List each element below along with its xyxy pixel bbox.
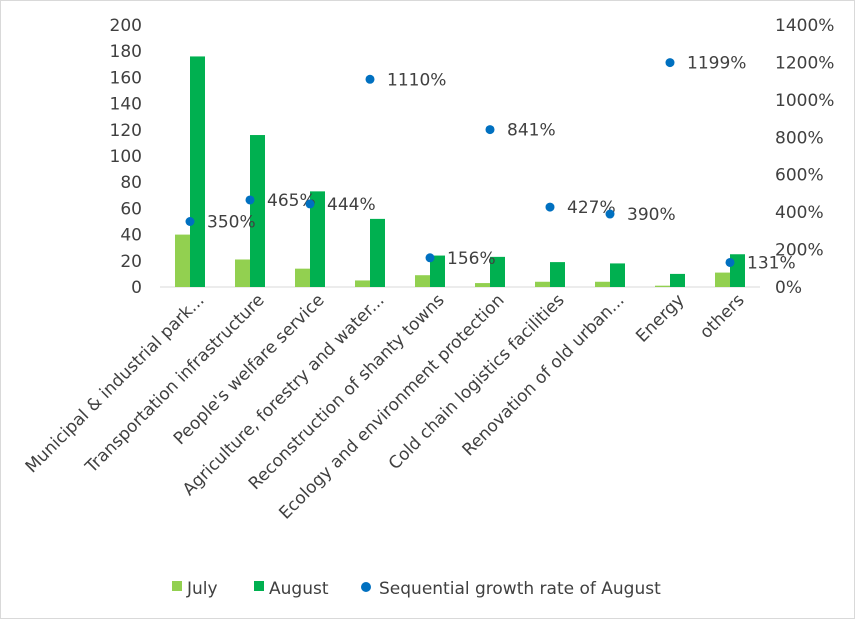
growth-data-label: 465% xyxy=(267,191,316,211)
growth-point xyxy=(185,217,195,226)
growth-point xyxy=(245,195,255,205)
growth-point xyxy=(365,74,375,84)
legend-label-july: July xyxy=(186,579,218,599)
bar-august xyxy=(430,255,445,287)
growth-point xyxy=(605,209,615,219)
left-tick-label: 20 xyxy=(120,252,142,272)
legend-marker-growth xyxy=(361,582,371,592)
category-label: others xyxy=(696,290,749,343)
left-tick-label: 0 xyxy=(131,278,142,298)
left-tick-label: 80 xyxy=(120,173,142,193)
bar-july xyxy=(655,285,670,287)
growth-data-label: 1199% xyxy=(687,54,746,74)
bar-july xyxy=(595,281,610,287)
growth-points-group: 350% 465% 444% 1110% 156% 841% 427% 390% 1199% 13… xyxy=(185,54,796,273)
right-axis-ticks: 0% 200% 400% 600% 800% 1000% 1200% 1400% xyxy=(775,16,834,298)
growth-data-label: 427% xyxy=(567,198,616,218)
growth-data-label: 390% xyxy=(627,205,676,225)
bar-august xyxy=(670,273,685,287)
growth-point xyxy=(725,257,735,267)
growth-data-label: 444% xyxy=(327,195,376,215)
category-label: Energy xyxy=(632,290,688,346)
growth-data-label: 350% xyxy=(207,213,256,233)
legend-swatch-july xyxy=(172,581,182,591)
bar-july xyxy=(475,283,490,287)
bar-august xyxy=(190,56,205,287)
right-tick-label: 600% xyxy=(775,166,824,186)
growth-data-label: 841% xyxy=(507,121,556,141)
bar-july xyxy=(715,272,730,287)
left-tick-label: 120 xyxy=(110,121,142,141)
left-tick-label: 160 xyxy=(110,68,142,88)
right-tick-label: 0% xyxy=(775,278,802,298)
growth-point xyxy=(305,199,315,209)
bar-august xyxy=(610,263,625,287)
bar-july xyxy=(235,259,250,287)
bar-july xyxy=(355,280,370,287)
right-tick-label: 800% xyxy=(775,128,824,148)
left-tick-label: 100 xyxy=(110,147,142,167)
right-tick-label: 400% xyxy=(775,203,824,223)
growth-point xyxy=(545,202,555,212)
left-tick-label: 60 xyxy=(120,199,142,219)
growth-data-label: 156% xyxy=(447,249,496,269)
left-axis-ticks: 0 20 40 60 80 100 120 140 160 180 200 xyxy=(110,16,142,298)
category-labels: Municipal & industrial park...Transporta… xyxy=(22,290,749,523)
left-tick-label: 180 xyxy=(110,42,142,62)
bar-july xyxy=(415,275,430,287)
bar-august xyxy=(550,262,565,287)
bars-group xyxy=(175,56,745,287)
bar-august xyxy=(250,135,265,287)
left-tick-label: 200 xyxy=(110,16,142,36)
bar-august xyxy=(310,191,325,287)
bar-july xyxy=(535,281,550,287)
growth-data-label: 131% xyxy=(747,253,796,273)
bar-july xyxy=(175,234,190,287)
category-label: Ecology and environment protection xyxy=(275,290,508,523)
legend-label-growth: Sequential growth rate of August xyxy=(379,579,661,599)
growth-point xyxy=(665,58,675,68)
growth-point xyxy=(485,125,495,135)
right-tick-label: 200% xyxy=(775,241,824,261)
bar-august xyxy=(370,218,385,287)
right-tick-label: 1000% xyxy=(775,91,834,111)
left-tick-label: 40 xyxy=(120,226,142,246)
bar-august xyxy=(490,256,505,287)
bar-july xyxy=(295,268,310,287)
growth-point xyxy=(425,253,435,263)
legend: July August Sequential growth rate of Au… xyxy=(172,579,661,599)
left-tick-label: 140 xyxy=(110,95,142,115)
legend-swatch-august xyxy=(254,581,264,591)
legend-label-august: August xyxy=(269,579,329,599)
growth-data-label: 1110% xyxy=(387,70,446,90)
right-tick-label: 1400% xyxy=(775,16,834,36)
right-tick-label: 1200% xyxy=(775,53,834,73)
